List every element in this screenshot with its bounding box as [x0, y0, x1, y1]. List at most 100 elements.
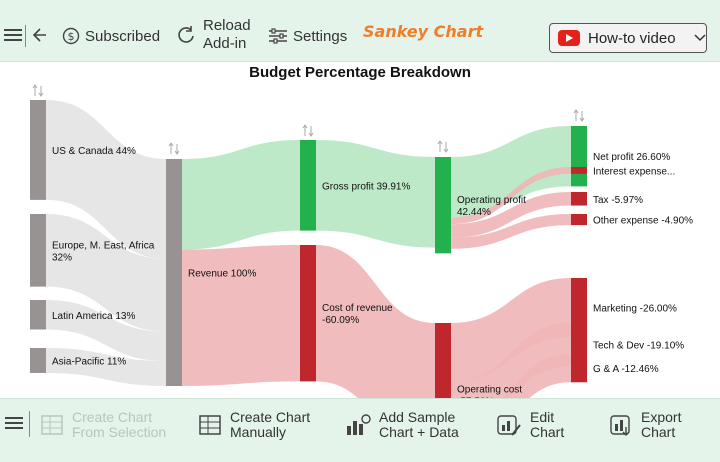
sort-arrows-icon[interactable] [302, 124, 314, 137]
create-selection-line2: From Selection [72, 424, 167, 440]
reload-label-line2: Add-in [203, 35, 247, 52]
node-label-us: US & Canada 44% [52, 146, 136, 157]
node-label-eu: Europe, M. East, Africa 32% [52, 240, 155, 263]
export-chart-icon [610, 415, 630, 436]
add-sample-button[interactable]: Add Sample Chart + Data [345, 410, 459, 440]
node-label-np: Net profit 26.60% [593, 152, 670, 163]
node-eu[interactable] [30, 214, 46, 287]
edit-chart-button[interactable]: Edit Chart [496, 410, 564, 440]
create-manually-button[interactable]: Create Chart Manually [198, 410, 310, 440]
export-chart-button[interactable]: Export Chart [609, 410, 681, 440]
create-selection-line1: Create Chart [72, 409, 153, 425]
node-label-mk: Marketing -26.00% [593, 304, 677, 315]
node-label-tax: Tax -5.97% [593, 195, 643, 206]
node-tax[interactable] [571, 192, 587, 206]
bottom-divider [29, 411, 30, 437]
node-oc[interactable] [435, 323, 451, 398]
sort-arrows-icon[interactable] [168, 142, 180, 155]
chevron-down-icon [694, 34, 706, 42]
chart-title: Budget Percentage Breakdown [249, 64, 471, 81]
subscribed-button[interactable]: $ Subscribed [62, 27, 160, 45]
reload-icon [178, 26, 194, 43]
link-op-tax [451, 192, 571, 238]
node-label-oe: Other expense -4.90% [593, 216, 693, 227]
reload-addin-button[interactable]: Reload Add-in [176, 17, 251, 53]
link-oc-td [451, 323, 571, 398]
node-label-oc: Operating cost-57.56% [457, 384, 522, 398]
link-op-ie [451, 167, 571, 225]
node-oe[interactable] [571, 214, 587, 226]
dollar-circle-icon: $ [62, 27, 80, 45]
youtube-icon [558, 30, 580, 46]
sankey-links [46, 100, 571, 398]
svg-text:$: $ [68, 30, 75, 43]
sort-arrows-icon[interactable] [32, 84, 44, 97]
node-cor[interactable] [300, 245, 316, 382]
edit-chart-icon [497, 415, 521, 436]
export-line2: Chart [641, 424, 676, 440]
node-op[interactable] [435, 157, 451, 254]
edit-line2: Chart [530, 424, 565, 440]
table-select-icon [41, 415, 63, 435]
link-gp-op [316, 140, 435, 248]
node-label-ap: Asia-Pacific 11% [52, 356, 126, 367]
node-label-td: Tech & Dev -19.10% [593, 341, 684, 352]
bottom-toolbar: Create Chart From Selection Create Chart… [0, 398, 720, 462]
hamburger-menu-icon[interactable] [4, 27, 22, 43]
link-oc-mk [451, 278, 571, 383]
settings-button[interactable]: Settings [268, 27, 347, 45]
sankey-labels: US & Canada 44% Europe, M. East, Africa 32… [52, 146, 693, 398]
node-label-rev: Revenue 100% [188, 269, 256, 280]
node-mk[interactable] [571, 278, 587, 338]
node-gp[interactable] [300, 140, 316, 231]
howto-video-dropdown[interactable]: How-to video [549, 23, 707, 53]
node-ga[interactable] [571, 354, 587, 383]
edit-line1: Edit [530, 409, 555, 425]
table-edit-icon [199, 415, 221, 435]
node-label-op: Operating profit 42.44% [457, 195, 526, 218]
settings-label: Settings [293, 27, 348, 45]
link-oc-ga [503, 354, 571, 398]
node-us[interactable] [30, 100, 46, 200]
create-manual-line2: Manually [230, 424, 287, 440]
link-la-rev [46, 300, 166, 362]
link-eu-rev [46, 214, 166, 332]
link-op-oe [451, 214, 571, 249]
subscribed-label: Subscribed [85, 27, 161, 45]
link-op-np [451, 126, 571, 218]
link-rev-cor [182, 245, 300, 386]
link-ap-rev [46, 348, 166, 386]
sankey-chart: US & Canada 44% Europe, M. East, Africa 32… [30, 84, 693, 398]
back-arrow-icon[interactable] [31, 27, 47, 43]
sort-arrows-icon[interactable] [573, 109, 585, 122]
node-np[interactable] [571, 126, 587, 187]
export-line1: Export [641, 409, 682, 425]
add-sample-line1: Add Sample [379, 409, 456, 425]
create-manual-line1: Create Chart [230, 409, 311, 425]
sample-chart-icon [347, 414, 371, 435]
app-title: Sankey Chart [363, 22, 484, 41]
reload-label-line1: Reload [203, 17, 251, 34]
sankey-nodes [30, 100, 587, 398]
node-la[interactable] [30, 300, 46, 330]
top-toolbar: $ Subscribed Reload Add-in Settings Sank… [0, 0, 720, 62]
link-rev-gp [182, 140, 300, 250]
node-ap[interactable] [30, 348, 46, 373]
sort-arrows [32, 84, 585, 155]
toolbar-divider [25, 25, 26, 47]
node-label-ga: G & A -12.46% [593, 364, 659, 375]
sort-arrows-icon[interactable] [437, 140, 449, 153]
create-from-selection-button[interactable]: Create Chart From Selection [40, 410, 166, 440]
sliders-icon [269, 28, 287, 44]
add-sample-line2: Chart + Data [379, 424, 459, 440]
howto-label: How-to video [588, 29, 676, 47]
node-rev[interactable] [166, 159, 182, 386]
link-cor-oc [316, 245, 435, 398]
node-label-la: Latin America 13% [52, 311, 135, 322]
node-label-ie: Interest expense... [593, 166, 675, 177]
link-us-rev [46, 100, 166, 259]
bottom-menu-icon[interactable] [5, 415, 23, 431]
node-label-gp: Gross profit 39.91% [322, 181, 410, 192]
node-label-cor: Cost of revenue -60.09% [322, 303, 393, 326]
node-ie[interactable] [571, 167, 587, 174]
